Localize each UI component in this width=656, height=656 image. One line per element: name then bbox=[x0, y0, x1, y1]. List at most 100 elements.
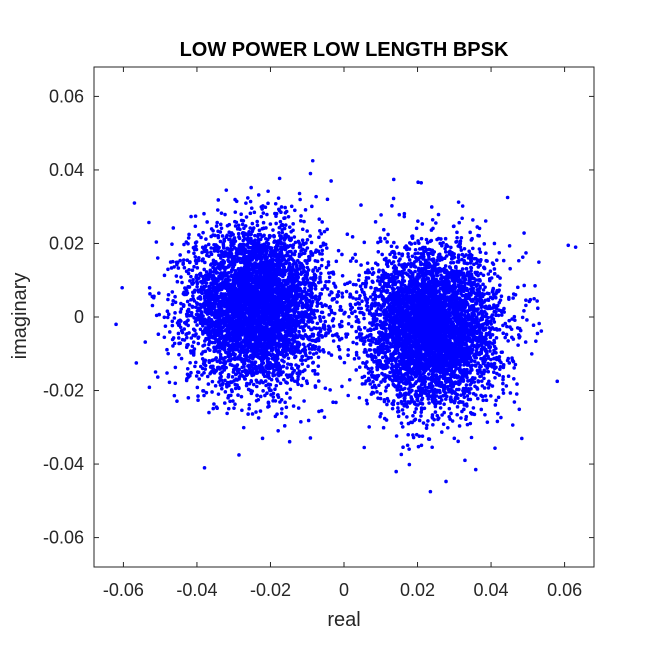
scatter-point bbox=[252, 210, 257, 215]
scatter-point bbox=[170, 319, 175, 324]
scatter-point bbox=[266, 201, 270, 206]
scatter-point bbox=[283, 247, 288, 252]
scatter-point bbox=[328, 326, 332, 330]
scatter-point bbox=[271, 395, 276, 399]
scatter-point bbox=[273, 387, 277, 392]
scatter-point bbox=[272, 239, 277, 243]
scatter-point bbox=[147, 220, 151, 225]
scatter-point bbox=[302, 251, 307, 256]
scatter-point bbox=[245, 302, 250, 306]
scatter-point bbox=[303, 282, 307, 287]
scatter-point bbox=[246, 196, 250, 200]
scatter-point bbox=[195, 266, 200, 270]
scatter-point bbox=[284, 259, 288, 264]
scatter-point bbox=[232, 406, 236, 410]
scatter-point bbox=[311, 334, 316, 338]
scatter-point bbox=[264, 383, 268, 388]
scatter-point bbox=[323, 333, 328, 338]
scatter-point bbox=[293, 287, 297, 291]
scatter-point bbox=[207, 340, 212, 345]
scatter-point bbox=[235, 293, 239, 297]
scatter-point bbox=[297, 369, 302, 373]
scatter-point bbox=[301, 376, 306, 381]
scatter-point bbox=[298, 245, 303, 249]
scatter-point bbox=[261, 276, 265, 281]
scatter-point bbox=[311, 368, 315, 373]
scatter-point bbox=[264, 332, 268, 336]
scatter-point bbox=[286, 214, 291, 219]
scatter-point bbox=[288, 387, 293, 392]
scatter-point bbox=[184, 287, 188, 292]
scatter-point bbox=[264, 236, 268, 241]
scatter-point bbox=[202, 360, 207, 364]
scatter-point bbox=[256, 232, 261, 237]
scatter-point bbox=[256, 416, 261, 420]
scatter-point bbox=[229, 273, 234, 278]
scatter-point bbox=[224, 350, 228, 355]
scatter-point bbox=[235, 302, 239, 307]
scatter-point bbox=[286, 322, 290, 326]
scatter-point bbox=[257, 243, 262, 247]
scatter-point bbox=[219, 249, 224, 254]
scatter-point bbox=[170, 242, 174, 246]
scatter-point bbox=[246, 256, 251, 261]
scatter-point bbox=[203, 349, 208, 354]
scatter-point bbox=[262, 321, 267, 326]
scatter-point bbox=[275, 412, 279, 416]
scatter-point bbox=[303, 208, 308, 212]
scatter-point bbox=[177, 352, 181, 357]
scatter-point bbox=[250, 412, 255, 416]
scatter-point bbox=[277, 363, 282, 368]
scatter-point bbox=[302, 268, 306, 273]
scatter-point bbox=[310, 301, 314, 306]
scatter-point bbox=[300, 362, 305, 366]
scatter-point bbox=[276, 371, 280, 376]
scatter-point bbox=[248, 298, 252, 303]
scatter-point bbox=[320, 248, 325, 253]
scatter-point bbox=[187, 313, 192, 318]
scatter-point bbox=[224, 188, 229, 192]
scatter-point bbox=[260, 436, 265, 441]
scatter-point bbox=[339, 336, 344, 341]
scatter-point bbox=[239, 316, 244, 321]
scatter-point bbox=[312, 312, 316, 317]
scatter-point bbox=[266, 189, 270, 194]
scatter-point bbox=[291, 245, 295, 250]
scatter-point bbox=[166, 351, 170, 356]
scatter-point bbox=[212, 334, 216, 339]
scatter-point bbox=[298, 318, 303, 323]
scatter-point bbox=[293, 339, 297, 344]
scatter-point bbox=[279, 210, 283, 215]
scatter-point bbox=[259, 250, 263, 255]
scatter-point bbox=[226, 258, 230, 262]
scatter-point bbox=[289, 204, 294, 209]
scatter-point bbox=[281, 326, 286, 331]
scatter-point bbox=[205, 312, 210, 316]
scatter-point bbox=[219, 211, 224, 215]
scatter-point bbox=[315, 309, 320, 313]
scatter-point bbox=[187, 232, 191, 237]
scatter-point bbox=[255, 219, 259, 224]
scatter-point bbox=[346, 347, 351, 352]
scatter-point bbox=[260, 300, 265, 304]
scatter-point bbox=[269, 353, 274, 358]
scatter-point bbox=[157, 312, 162, 317]
scatter-point bbox=[157, 291, 161, 295]
scatter-point bbox=[290, 333, 295, 338]
scatter-point bbox=[223, 390, 228, 394]
scatter-point bbox=[254, 398, 259, 403]
scatter-point bbox=[292, 235, 297, 239]
scatter-point bbox=[253, 298, 258, 303]
scatter-point bbox=[274, 296, 279, 300]
scatter-point bbox=[319, 232, 324, 236]
scatter-point bbox=[202, 294, 207, 299]
scatter-point bbox=[293, 208, 297, 213]
scatter-point bbox=[284, 296, 289, 301]
scatter-point bbox=[200, 258, 204, 263]
scatter-point bbox=[324, 246, 329, 250]
scatter-point bbox=[294, 278, 299, 282]
scatter-point bbox=[254, 410, 258, 414]
scatter-point bbox=[203, 317, 207, 322]
scatter-point bbox=[205, 220, 209, 224]
